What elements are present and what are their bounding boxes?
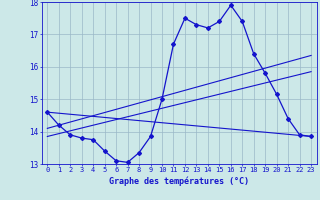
X-axis label: Graphe des températures (°C): Graphe des températures (°C): [109, 176, 249, 186]
